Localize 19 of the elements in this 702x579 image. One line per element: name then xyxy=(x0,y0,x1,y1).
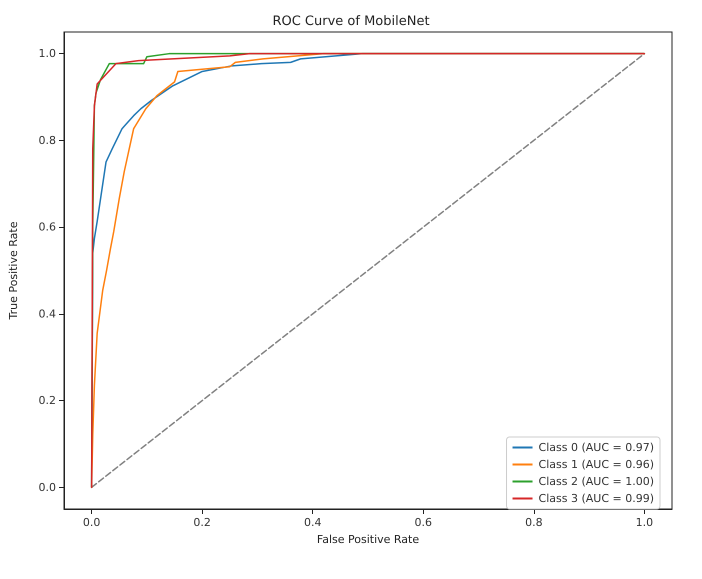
y-tick-label: 1.0 xyxy=(38,47,56,60)
x-axis-title: False Positive Rate xyxy=(316,533,420,546)
legend-label: Class 0 (AUC = 0.97) xyxy=(538,441,654,454)
x-tick-label: 0.2 xyxy=(193,516,211,529)
y-tick-label: 0.0 xyxy=(38,480,56,494)
y-tick-label: 0.4 xyxy=(38,307,56,320)
y-axis-title: True Positive Rate xyxy=(7,221,20,320)
legend-label: Class 2 (AUC = 1.00) xyxy=(538,475,654,488)
y-tick-label: 0.8 xyxy=(38,134,56,147)
x-tick-label: 0.8 xyxy=(525,516,543,529)
chart-title: ROC Curve of MobileNet xyxy=(272,14,430,29)
legend-label: Class 3 (AUC = 0.99) xyxy=(538,492,654,505)
legend-label: Class 1 (AUC = 0.96) xyxy=(538,458,654,471)
x-tick-label: 0.6 xyxy=(414,516,432,529)
y-tick-label: 0.2 xyxy=(38,394,56,408)
x-tick-label: 0.4 xyxy=(304,516,322,529)
x-tick-label: 0.0 xyxy=(82,516,100,529)
x-tick-label: 1.0 xyxy=(636,516,654,529)
y-tick-label: 0.6 xyxy=(38,220,56,234)
